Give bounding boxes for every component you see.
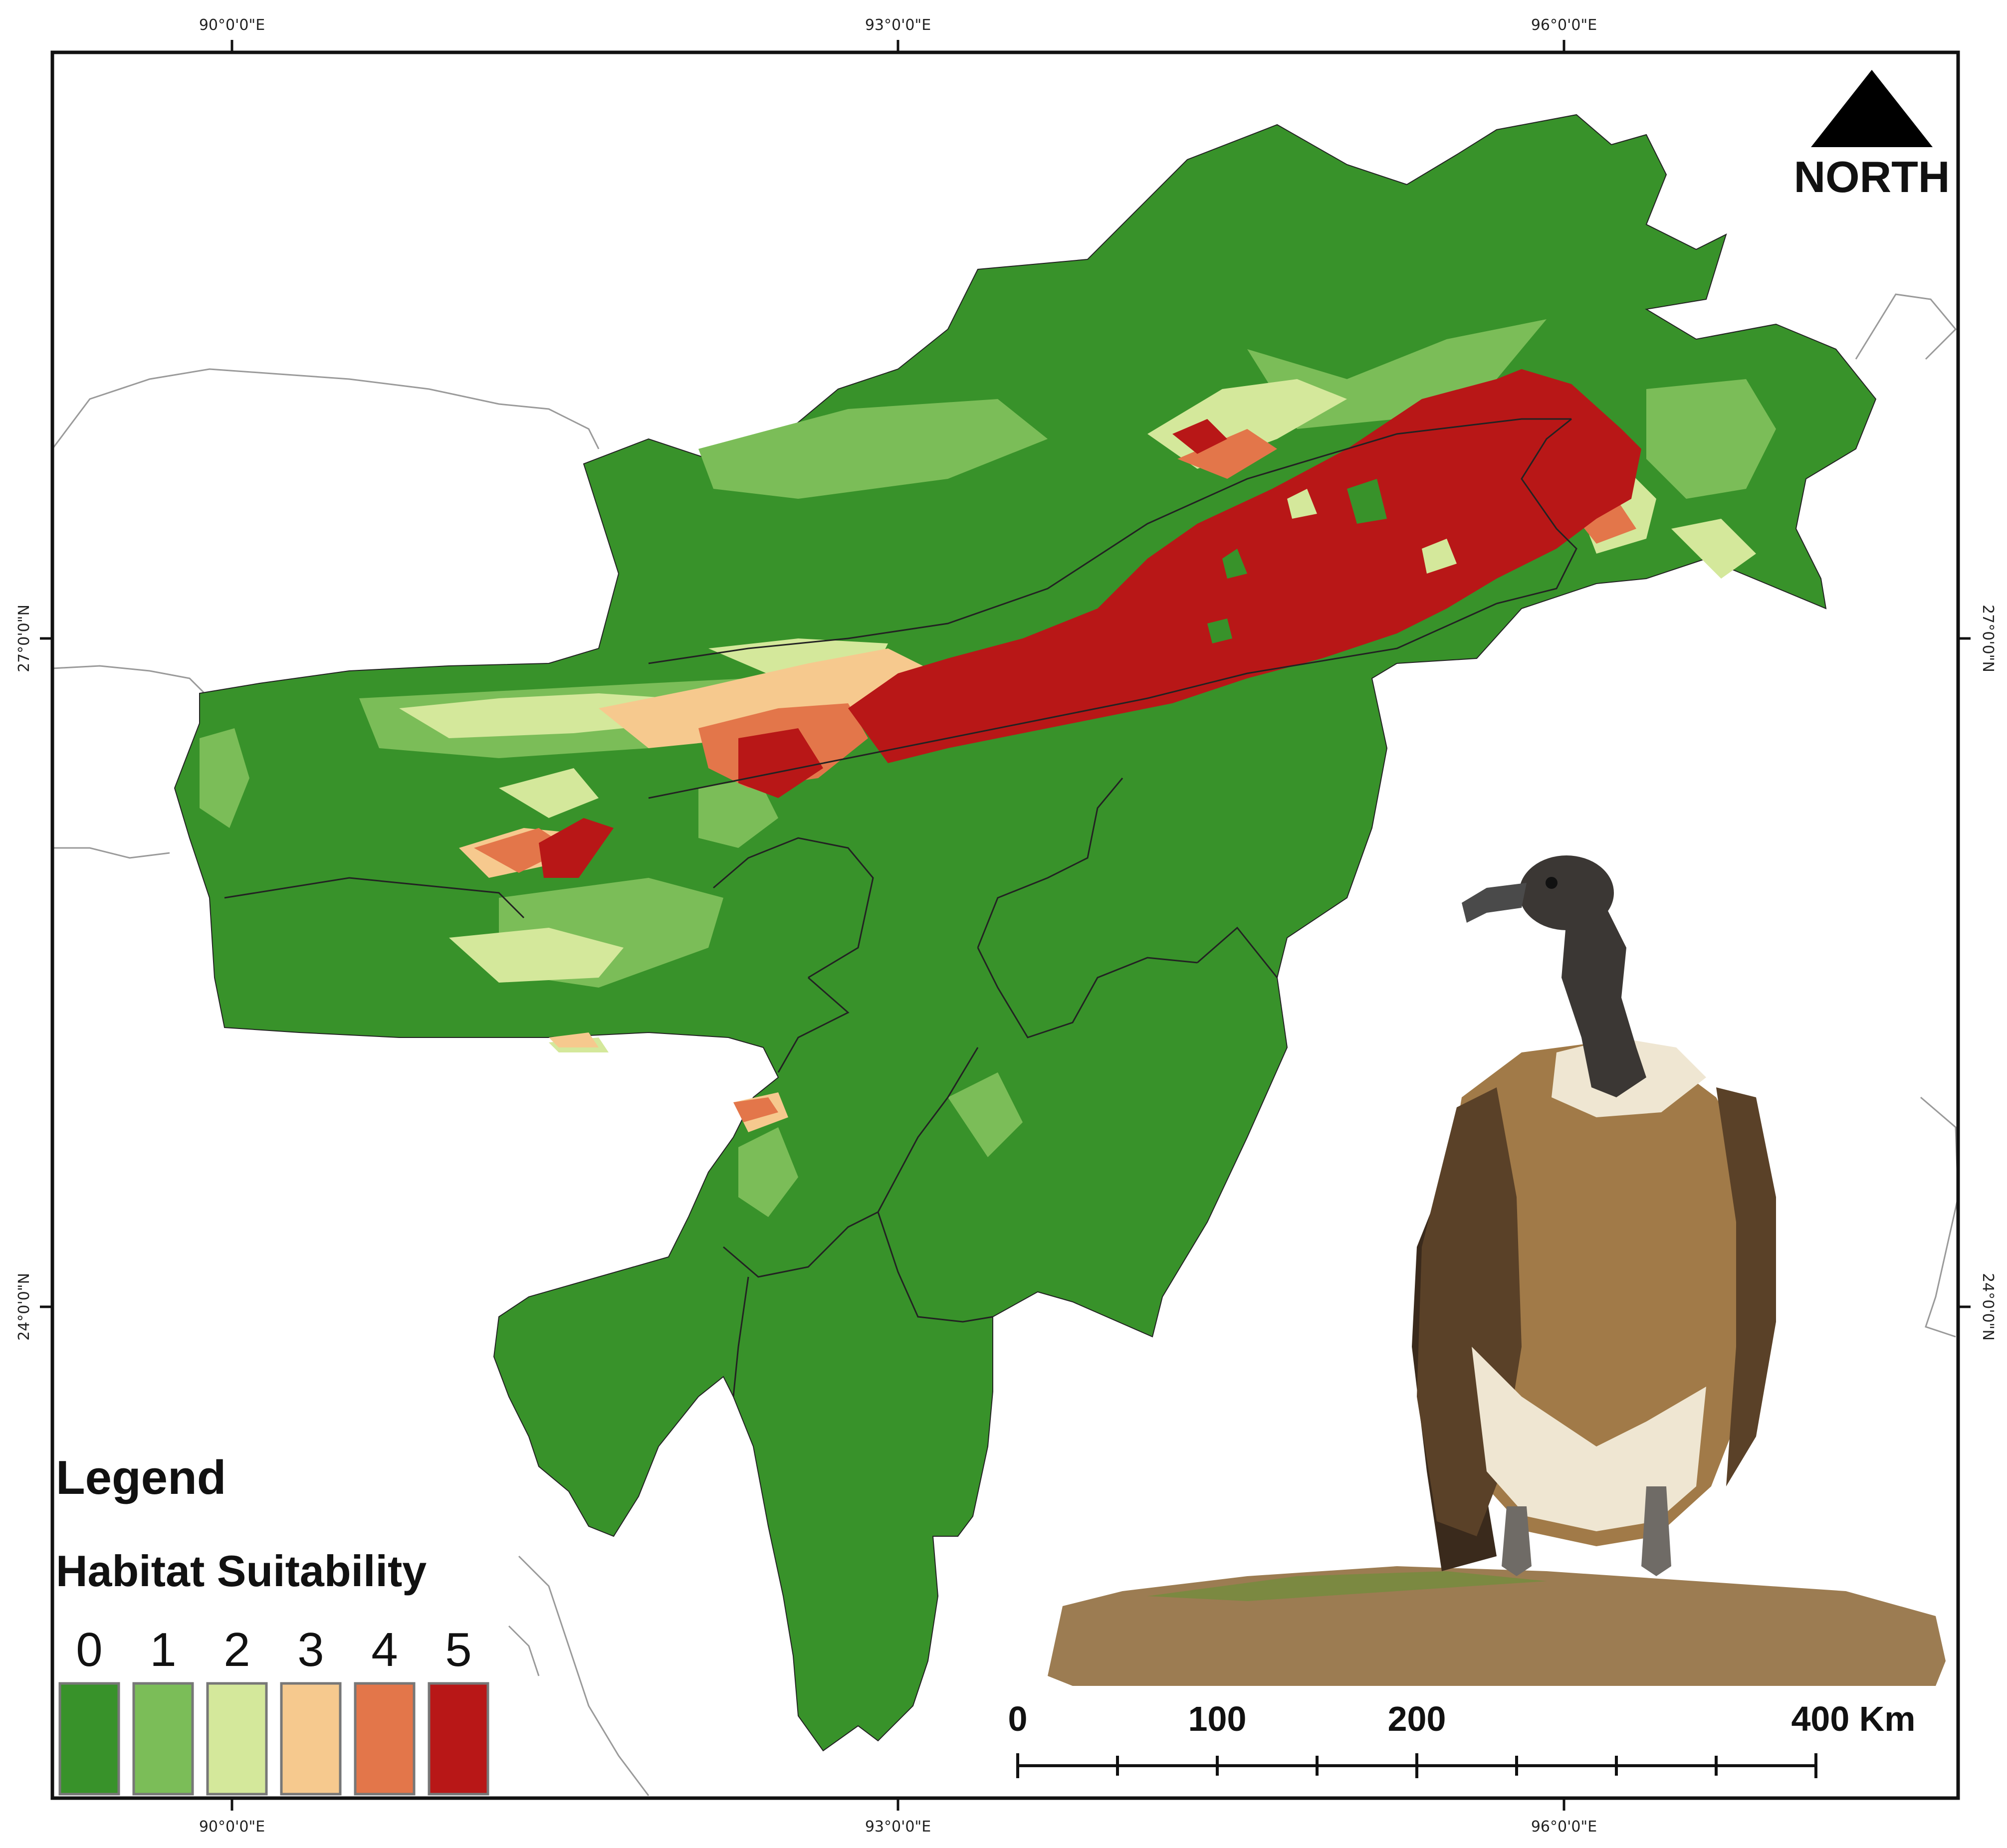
scale-label-200: 200 — [1388, 1699, 1446, 1738]
legend-swatch — [428, 1682, 489, 1796]
legend-class-label: 3 — [297, 1623, 324, 1676]
north-arrow-icon — [1811, 70, 1933, 147]
grat-right-27: 27°0'0"N — [1979, 605, 1997, 672]
legend-title: Legend — [56, 1451, 226, 1504]
legend-class-label: 4 — [371, 1623, 398, 1676]
graticule-ticks — [40, 40, 1971, 1811]
legend-class-label: 5 — [445, 1623, 471, 1676]
vulture-leg-left — [1502, 1506, 1532, 1576]
legend-class-label: 0 — [76, 1623, 102, 1676]
vulture-wing-right — [1716, 1087, 1776, 1486]
grat-top-93: 93°0'0"E — [865, 16, 931, 34]
grat-right-24: 24°0'0"N — [1979, 1273, 1997, 1341]
grat-top-96: 96°0'0"E — [1531, 16, 1597, 34]
legend-swatch — [206, 1682, 268, 1796]
scale-label-400: 400 Km — [1791, 1699, 1915, 1738]
ground-grass — [1147, 1571, 1547, 1601]
legend-class-label: 1 — [150, 1623, 176, 1676]
vulture-belly — [1472, 1347, 1706, 1531]
class-5-areas — [539, 369, 1641, 878]
legend-swatch — [280, 1682, 342, 1796]
class-0-inclusions — [1207, 479, 1387, 643]
map-frame — [50, 50, 1960, 1800]
legend-swatch — [58, 1682, 120, 1796]
vulture-photo — [1048, 855, 1946, 1686]
grat-left-24: 24°0'0"N — [15, 1273, 33, 1341]
north-label: NORTH — [1794, 152, 1950, 202]
grat-bottom-96: 96°0'0"E — [1531, 1818, 1597, 1836]
grat-bottom-93: 93°0'0"E — [865, 1818, 931, 1836]
grat-bottom-90: 90°0'0"E — [199, 1818, 265, 1836]
grat-left-27: 27°0'0"N — [15, 605, 33, 672]
legend-subtitle: Habitat Suitability — [56, 1546, 427, 1596]
legend-swatch — [132, 1682, 194, 1796]
legend-class-label: 2 — [223, 1623, 250, 1676]
scale-label-100: 100 — [1188, 1699, 1247, 1738]
vulture-beak — [1462, 883, 1527, 923]
scale-label-0: 0 — [1008, 1699, 1028, 1738]
vulture-eye — [1546, 877, 1558, 889]
vulture-head — [1519, 855, 1614, 930]
vulture-neck — [1561, 908, 1646, 1097]
scale-bar: 0 100 200 400 Km — [1008, 1699, 1916, 1778]
grat-top-90: 90°0'0"E — [199, 16, 265, 34]
neighbour-boundaries — [51, 293, 1959, 1796]
class-2-inclusions — [1287, 489, 1457, 574]
state-boundaries — [224, 418, 1577, 1397]
legend-swatch — [354, 1682, 416, 1796]
north-arrow: NORTH — [1794, 70, 1950, 202]
vulture-leg-right — [1641, 1486, 1671, 1576]
